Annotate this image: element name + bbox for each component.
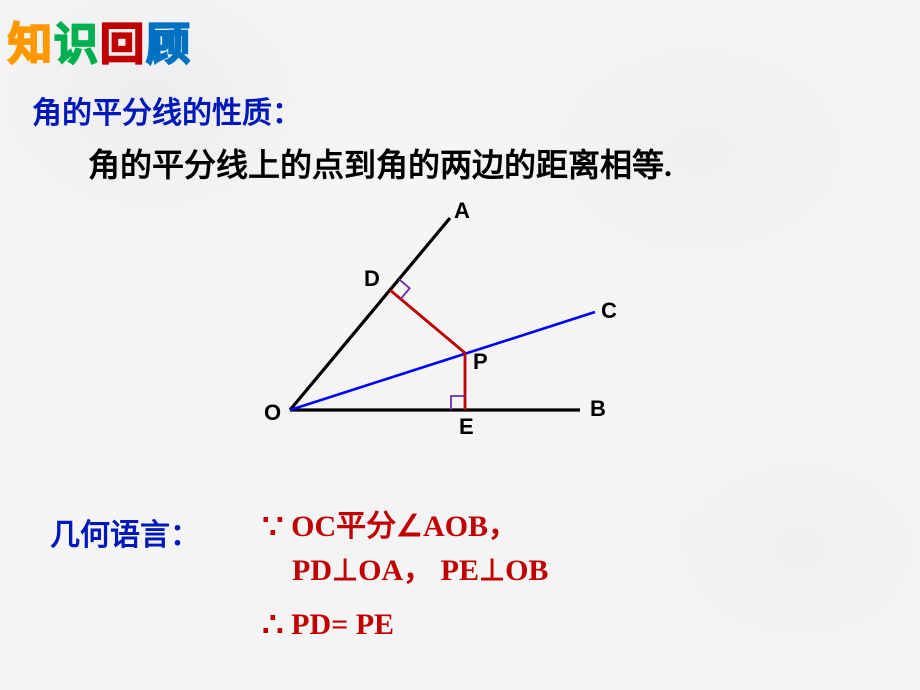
because-symbol: ∵ — [262, 509, 284, 546]
proof-premise: ∵ OC平分∠AOB， PD⊥OA， PE⊥OB — [262, 505, 548, 591]
title-char-3: 回 — [100, 20, 146, 69]
proof-premise-2: PD⊥OA， PE⊥OB — [292, 554, 548, 587]
point-label-b: B — [590, 396, 606, 422]
title-char-1: 知 — [8, 20, 54, 69]
section-header: 角的平分线的性质： — [32, 88, 302, 132]
proof-conclusion-text: PD= PE — [291, 608, 394, 641]
point-label-d: D — [364, 266, 380, 292]
proof-conclusion: ∴ PD= PE — [262, 605, 394, 645]
proof-premise-1c: ∠AOB， — [396, 510, 518, 543]
point-label-c: C — [601, 298, 617, 324]
theorem-statement: 角的平分线上的点到角的两边的距离相等. — [88, 140, 672, 186]
title-char-4: 顾 — [146, 20, 192, 69]
angle-bisector-diagram: A B C D E O P — [250, 200, 650, 460]
point-label-p: P — [473, 349, 488, 375]
proof-premise-1b: 平分 — [336, 510, 396, 543]
point-label-o: O — [264, 400, 281, 426]
proof-premise-1a: OC — [291, 510, 336, 543]
slide-title-wordart: 知识回顾 — [8, 8, 192, 72]
title-char-2: 识 — [54, 20, 100, 69]
point-label-a: A — [454, 198, 470, 224]
geometry-language-label: 几何语言： — [50, 510, 200, 554]
point-label-e: E — [459, 414, 474, 440]
therefore-symbol: ∴ — [262, 607, 284, 644]
